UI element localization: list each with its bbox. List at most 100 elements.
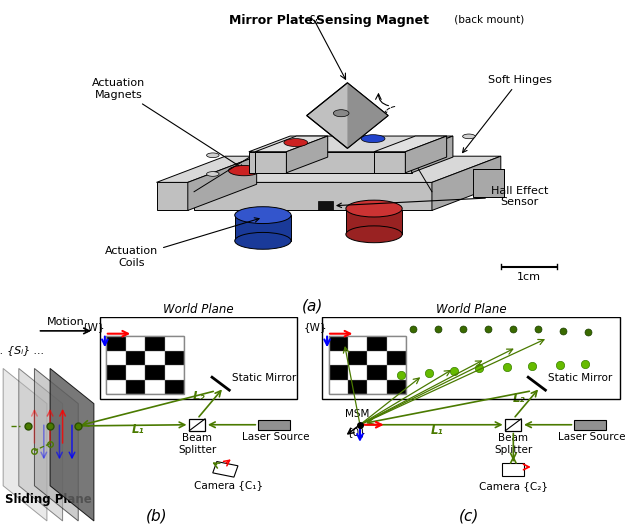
Ellipse shape (284, 139, 308, 147)
Bar (126, 380, 145, 394)
Bar (329, 380, 348, 394)
Text: L₁: L₁ (131, 423, 144, 436)
Text: (b): (b) (146, 508, 167, 523)
Bar (387, 365, 406, 380)
Polygon shape (194, 182, 432, 211)
Text: Camera {C₂}: Camera {C₂} (479, 481, 548, 491)
Polygon shape (156, 182, 188, 211)
Bar (575, 420, 605, 430)
Ellipse shape (290, 165, 312, 173)
Bar (126, 365, 145, 380)
Ellipse shape (401, 157, 433, 168)
Bar (126, 336, 145, 351)
Text: Beam
Splitter: Beam Splitter (178, 433, 217, 455)
Bar (145, 380, 165, 394)
Bar (367, 365, 387, 380)
Text: (a): (a) (302, 298, 324, 313)
Text: L₂: L₂ (513, 392, 525, 405)
Polygon shape (473, 169, 504, 197)
Text: Motion: Motion (47, 317, 85, 327)
Bar (106, 380, 126, 394)
Bar (329, 336, 406, 394)
Bar (506, 419, 521, 431)
Bar (106, 336, 126, 351)
Bar (145, 336, 165, 351)
Polygon shape (255, 152, 287, 173)
Polygon shape (432, 156, 501, 211)
Polygon shape (156, 156, 257, 182)
Polygon shape (235, 215, 291, 241)
Bar (106, 365, 126, 380)
Polygon shape (188, 156, 257, 211)
Text: 1cm: 1cm (517, 272, 541, 282)
Bar (145, 365, 165, 380)
Text: Sensing Magnet: Sensing Magnet (316, 14, 429, 27)
Text: Sliding Plane: Sliding Plane (5, 493, 91, 506)
Ellipse shape (207, 172, 219, 176)
Polygon shape (19, 369, 63, 521)
Text: Static Mirror: Static Mirror (232, 373, 296, 383)
Text: Mirror Plate: Mirror Plate (229, 14, 313, 27)
Polygon shape (287, 136, 328, 173)
Bar (126, 351, 145, 365)
Polygon shape (347, 83, 388, 148)
Bar (367, 336, 387, 351)
Polygon shape (249, 136, 453, 152)
Ellipse shape (228, 165, 260, 176)
Bar (322, 317, 620, 399)
Text: (back mount): (back mount) (451, 14, 524, 24)
Polygon shape (3, 369, 47, 521)
Bar (165, 336, 184, 351)
Bar (387, 351, 406, 365)
Text: World Plane: World Plane (436, 303, 506, 316)
Ellipse shape (334, 110, 349, 117)
Text: Actuation
Coils: Actuation Coils (105, 218, 259, 268)
Text: Laser Source: Laser Source (558, 432, 625, 442)
Bar (318, 201, 333, 211)
Bar (329, 351, 348, 365)
Bar (387, 380, 406, 394)
Ellipse shape (368, 154, 389, 163)
Text: ... {Sᵢ} ...: ... {Sᵢ} ... (0, 345, 44, 355)
Text: (c): (c) (459, 508, 480, 523)
Polygon shape (249, 152, 412, 173)
Ellipse shape (235, 206, 291, 223)
Polygon shape (374, 136, 447, 152)
Bar (367, 380, 387, 394)
Polygon shape (50, 369, 94, 521)
Ellipse shape (463, 134, 475, 139)
Text: {W}: {W} (81, 323, 105, 333)
Bar (348, 365, 367, 380)
Bar (106, 351, 126, 365)
Ellipse shape (346, 200, 403, 217)
Bar (165, 365, 184, 380)
Polygon shape (412, 136, 453, 173)
Polygon shape (307, 83, 388, 148)
Polygon shape (194, 156, 501, 182)
Ellipse shape (207, 153, 219, 157)
Text: Actuation
Magnets: Actuation Magnets (92, 78, 244, 169)
Polygon shape (346, 209, 403, 234)
Bar (367, 351, 387, 365)
Text: Beam
Splitter: Beam Splitter (494, 433, 533, 455)
Bar (502, 464, 524, 476)
Bar (387, 336, 406, 351)
Text: MSM: MSM (345, 409, 369, 419)
Bar (100, 317, 297, 399)
Polygon shape (374, 152, 406, 173)
Text: L₂: L₂ (193, 390, 206, 402)
Bar (165, 380, 184, 394)
Bar (165, 351, 184, 365)
Text: &: & (305, 14, 321, 27)
Polygon shape (255, 136, 328, 152)
Bar (329, 365, 348, 380)
Ellipse shape (235, 232, 291, 249)
Polygon shape (406, 136, 447, 173)
Bar (348, 336, 367, 351)
Text: Camera {C₁}: Camera {C₁} (194, 480, 263, 490)
Polygon shape (34, 369, 78, 521)
Text: World Plane: World Plane (163, 303, 234, 316)
Bar (348, 351, 367, 365)
Text: Laser Source: Laser Source (242, 432, 309, 442)
Bar (348, 380, 367, 394)
